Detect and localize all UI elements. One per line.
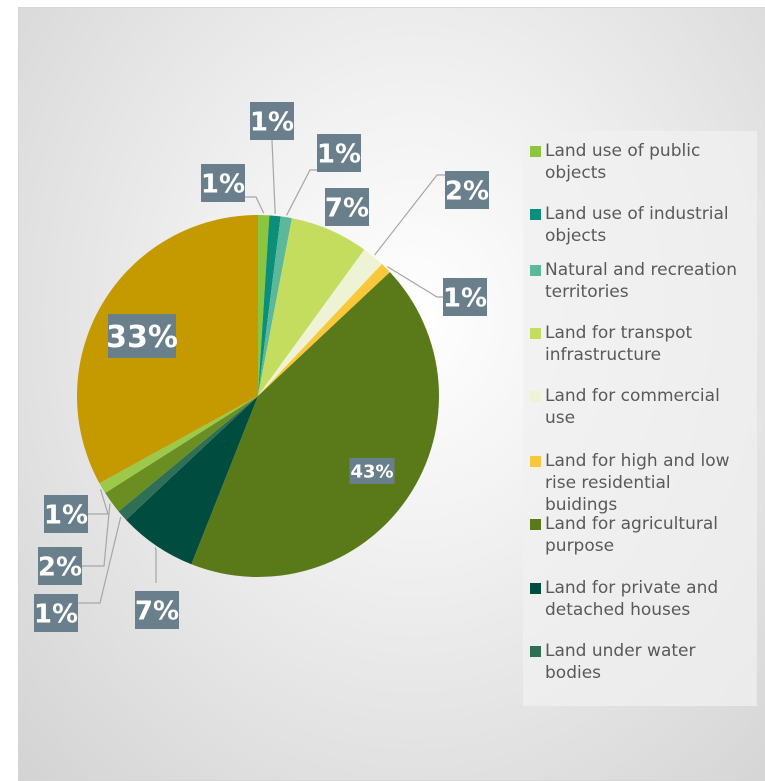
data-label-box [34, 594, 78, 632]
pie-slice-land-use-of-public-objects [258, 215, 270, 396]
legend-item-land-under-water-bodies: Land under water bodies [530, 641, 696, 683]
legend-item-land-use-of-public-objects: Land use of public objects [530, 141, 700, 183]
data-label-text: 1% [34, 599, 78, 629]
legend: Land use of public objects Land use of ind… [530, 141, 737, 683]
legend-label: Land for commercial use [545, 386, 720, 428]
data-label-text: 2% [445, 176, 489, 206]
legend-swatch [530, 265, 541, 276]
data-label-box [44, 495, 88, 533]
data-label-box [201, 164, 245, 202]
leader-line [271, 130, 276, 214]
data-label-text: 1% [44, 500, 88, 530]
legend-item-land-use-of-industrial-objects: Land use of industrial objects [530, 204, 729, 246]
data-label: 1% [443, 278, 487, 316]
legend-swatch [530, 456, 541, 467]
data-label-text: 1% [250, 107, 294, 137]
legend-swatch [530, 209, 541, 220]
legend-label: Land for transpot infrastructure [545, 323, 693, 365]
data-label: 7% [135, 591, 179, 629]
pie-slice-land-under-water-bodies [118, 396, 258, 520]
pie-slice-land-use-of-industrial-objects [258, 215, 281, 396]
data-label-text: 1% [201, 169, 245, 199]
pie-slice-land-for-agricultural-purpose [191, 272, 439, 577]
data-label: 1% [317, 134, 361, 172]
pie-slice-land-for-high-and-low-rise-residential-buidings [258, 264, 390, 396]
legend-swatch [530, 146, 541, 157]
leader-line [79, 503, 111, 567]
leader-line [84, 489, 109, 515]
data-label-text: 43% [350, 461, 393, 482]
data-label-box [445, 171, 489, 209]
legend-label: Land for high and low rise residential bui… [545, 451, 730, 515]
data-label-text: 7% [325, 193, 369, 223]
pie-slice-land-for-transpot-infrastructure [258, 218, 365, 396]
pie-slice-land-for-commercial-use [258, 249, 382, 396]
legend-item-natural-and-recreation-territories: Natural and recreation territories [530, 260, 737, 302]
data-label-box [317, 134, 361, 172]
legend-swatch [530, 583, 541, 594]
data-labels: 1% 1% 1% 7% 2% 1% 43% 7% 1% 2% 1% 33% [34, 102, 489, 632]
legend-swatch [530, 646, 541, 657]
data-label-text: 33% [106, 320, 178, 355]
leader-line [286, 169, 326, 216]
leader-line [374, 174, 454, 256]
pie-slice-unlabeled-10 [99, 396, 258, 493]
legend-item-land-for-transpot-infrastructure: Land for transpot infrastructure [530, 323, 693, 365]
legend-item-land-for-high-and-low-rise-residential-buidings: Land for high and low rise residential bui… [530, 451, 730, 515]
leader-line [75, 516, 122, 604]
data-label: 2% [38, 547, 82, 585]
legend-item-land-for-private-and-detached-houses: Land for private and detached houses [530, 578, 718, 620]
legend-swatch [530, 328, 541, 339]
legend-item-land-for-agricultural-purpose: Land for agricultural purpose [530, 514, 718, 556]
data-label-box [250, 102, 294, 140]
data-label-box [325, 188, 369, 226]
data-label: 43% [349, 458, 395, 484]
data-label: 1% [250, 102, 294, 140]
data-label-text: 1% [317, 139, 361, 169]
data-label-text: 1% [443, 283, 487, 313]
data-label-box [135, 591, 179, 629]
pie-slice-unlabeled-9 [105, 396, 259, 512]
pie-slices [77, 215, 439, 577]
data-label: 33% [106, 314, 178, 358]
data-label: 7% [325, 188, 369, 226]
data-label: 1% [34, 594, 78, 632]
legend-label: Land use of public objects [545, 141, 700, 183]
data-label-box [349, 458, 395, 484]
data-label: 1% [201, 164, 245, 202]
data-label-box [443, 278, 487, 316]
data-label-text: 7% [135, 596, 179, 626]
leader-line [154, 547, 157, 583]
legend-swatch [530, 519, 541, 530]
legend-label: Land for private and detached houses [545, 578, 718, 620]
pie-slice-land-for-private-and-detached-houses [126, 396, 258, 565]
data-label-text: 2% [38, 552, 82, 582]
legend-background [523, 131, 757, 706]
legend-label: Natural and recreation territories [545, 260, 737, 302]
legend-label: Land for agricultural purpose [545, 514, 718, 556]
legend-label: Land under water bodies [545, 641, 696, 683]
data-label-box [108, 314, 176, 358]
legend-item-land-for-commercial-use: Land for commercial use [530, 386, 720, 428]
data-label: 1% [44, 495, 88, 533]
data-label-box [38, 547, 82, 585]
pie-slice-natural-and-recreation-territories [258, 216, 292, 396]
legend-swatch [530, 391, 541, 402]
data-label: 2% [445, 171, 489, 209]
legend-label: Land use of industrial objects [545, 204, 729, 246]
